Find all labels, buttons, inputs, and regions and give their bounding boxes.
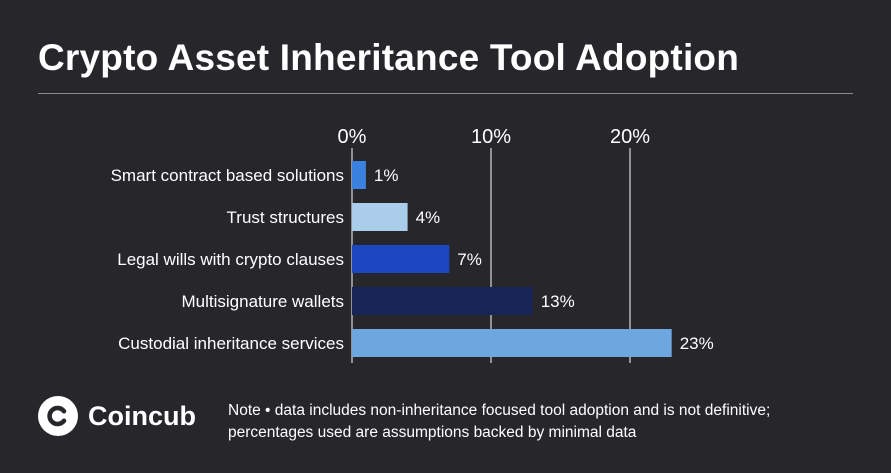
title-divider (38, 93, 853, 94)
bars (352, 161, 672, 357)
x-tick-label: 20% (610, 126, 650, 148)
footnote-line-1: Note • data includes non-inheritance foc… (228, 402, 771, 419)
data-label: 7% (457, 250, 482, 269)
footnote: Note • data includes non-inheritance foc… (228, 400, 848, 444)
category-label: Smart contract based solutions (111, 166, 344, 185)
brand-name: Coincub (88, 400, 196, 431)
data-label: 13% (541, 292, 575, 311)
category-label: Multisignature wallets (181, 292, 344, 311)
coincub-logo: Coincub (38, 396, 196, 436)
labels: 0% 10% 20% Smart contract based solutions 1%… (111, 126, 714, 353)
category-label: Custodial inheritance services (118, 334, 344, 353)
bar-chart: 0% 10% 20% Smart contract based solutions 1%… (111, 126, 714, 363)
data-label: 23% (680, 334, 714, 353)
coincub-c-icon (38, 396, 78, 436)
data-label: 1% (374, 166, 399, 185)
bar (352, 161, 366, 189)
data-label: 4% (416, 208, 441, 227)
chart-title: Crypto Asset Inheritance Tool Adoption (38, 37, 740, 78)
category-label: Trust structures (227, 208, 344, 227)
x-tick-label: 0% (338, 126, 367, 148)
bar (352, 203, 408, 231)
bar (352, 287, 533, 315)
bar (352, 245, 450, 273)
bar (352, 329, 672, 357)
category-label: Legal wills with crypto clauses (117, 250, 344, 269)
x-tick-label: 10% (471, 126, 511, 148)
footnote-line-2: percentages used are assumptions backed … (228, 424, 637, 441)
